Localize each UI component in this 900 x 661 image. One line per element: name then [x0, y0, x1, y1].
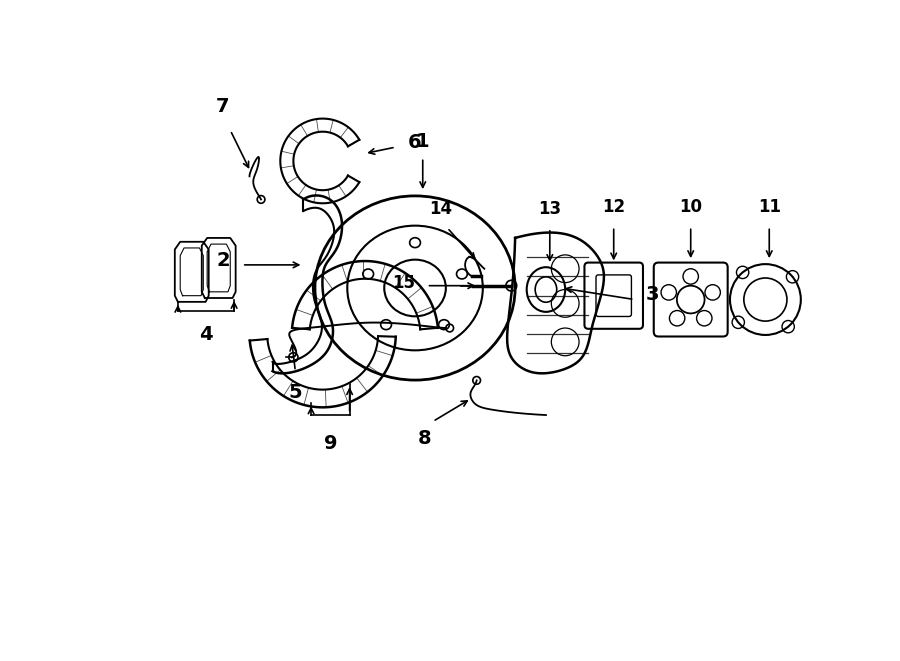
Text: 4: 4 [199, 325, 212, 344]
Text: 1: 1 [416, 132, 429, 151]
Text: 12: 12 [602, 198, 626, 216]
Text: 9: 9 [324, 434, 338, 453]
Text: 3: 3 [646, 285, 660, 303]
Text: 11: 11 [758, 198, 781, 216]
Text: 10: 10 [680, 198, 702, 216]
Text: 14: 14 [429, 200, 453, 217]
Text: 5: 5 [289, 383, 302, 402]
Text: 7: 7 [216, 97, 230, 116]
Text: 15: 15 [392, 274, 415, 292]
Text: 2: 2 [217, 251, 230, 270]
Text: 13: 13 [538, 200, 562, 218]
Text: 6: 6 [408, 133, 421, 152]
Text: 8: 8 [418, 429, 432, 448]
